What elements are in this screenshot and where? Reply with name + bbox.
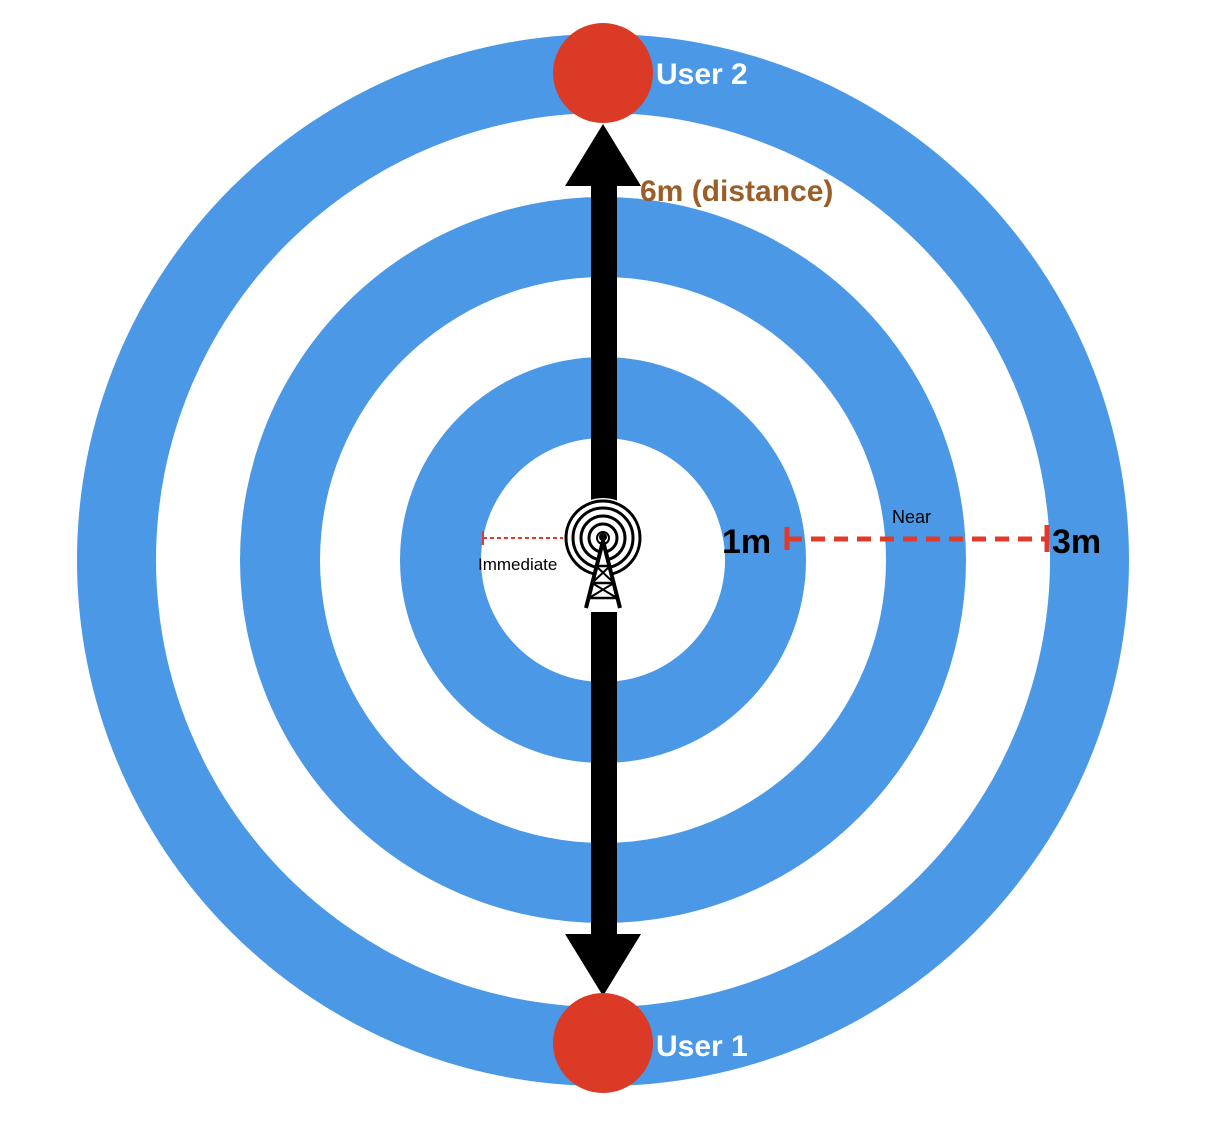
arrow-head-up xyxy=(565,124,641,186)
radio-tower-icon xyxy=(563,498,643,609)
user-1-marker xyxy=(553,993,653,1093)
near-label: Near xyxy=(892,507,931,527)
near-range-marker xyxy=(784,525,1050,552)
user-2-marker xyxy=(553,23,653,123)
arrow-shaft-bottom xyxy=(591,612,617,940)
arrow-head-down xyxy=(565,934,641,996)
arrow-shaft-top xyxy=(591,180,617,503)
user-2-label: User 2 xyxy=(656,58,748,91)
user-1-label: User 1 xyxy=(656,1030,748,1063)
distance-label: 6m (distance) xyxy=(640,175,833,208)
immediate-marker xyxy=(482,531,592,545)
three-meter-label: 3m xyxy=(1052,523,1101,561)
immediate-label: Immediate xyxy=(478,555,557,574)
distance-arrow xyxy=(565,124,641,996)
one-meter-label: 1m xyxy=(722,523,771,561)
